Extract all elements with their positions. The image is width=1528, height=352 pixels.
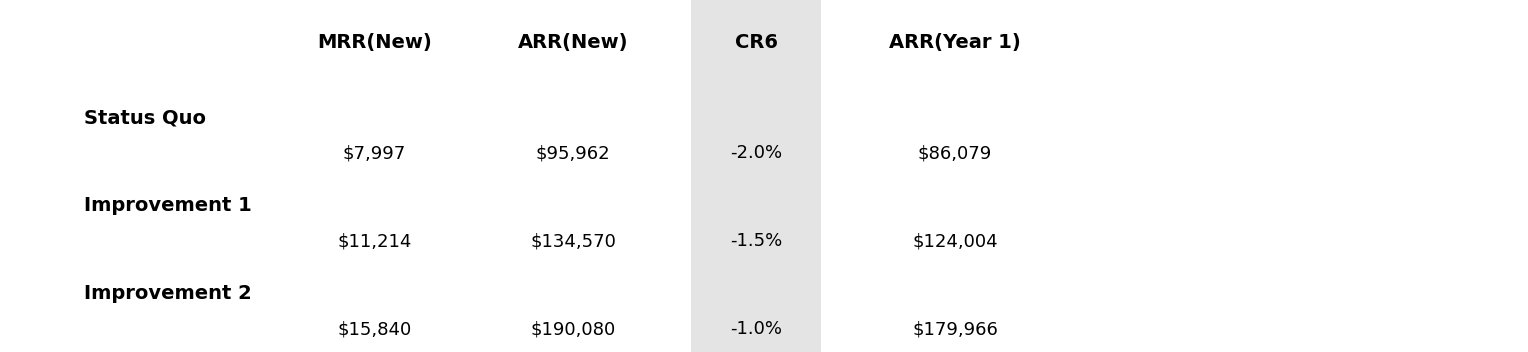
Text: Improvement 2: Improvement 2 xyxy=(84,284,252,303)
Text: Improvement 1: Improvement 1 xyxy=(84,196,252,215)
Text: MRR(New): MRR(New) xyxy=(316,33,432,52)
Text: $15,840: $15,840 xyxy=(338,320,411,338)
Text: ARR(New): ARR(New) xyxy=(518,33,628,52)
Text: $7,997: $7,997 xyxy=(342,144,406,162)
Text: -1.0%: -1.0% xyxy=(730,320,782,338)
Text: CR6: CR6 xyxy=(735,33,778,52)
Text: Status Quo: Status Quo xyxy=(84,108,206,127)
Text: $134,570: $134,570 xyxy=(530,232,616,250)
Text: $124,004: $124,004 xyxy=(912,232,998,250)
Text: -2.0%: -2.0% xyxy=(730,144,782,162)
Text: ARR(Year 1): ARR(Year 1) xyxy=(889,33,1021,52)
Text: $86,079: $86,079 xyxy=(918,144,992,162)
Bar xyxy=(691,0,821,352)
Text: $179,966: $179,966 xyxy=(912,320,998,338)
Text: -1.5%: -1.5% xyxy=(730,232,782,250)
Text: $95,962: $95,962 xyxy=(536,144,610,162)
Text: $190,080: $190,080 xyxy=(530,320,616,338)
Text: $11,214: $11,214 xyxy=(338,232,411,250)
